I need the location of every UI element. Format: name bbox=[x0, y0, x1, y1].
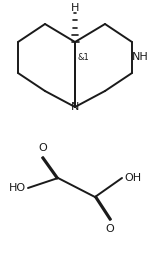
Text: O: O bbox=[106, 224, 114, 234]
Text: H: H bbox=[71, 3, 79, 13]
Text: &1: &1 bbox=[78, 53, 90, 62]
Text: OH: OH bbox=[124, 173, 141, 183]
Text: N: N bbox=[71, 102, 79, 112]
Text: NH: NH bbox=[132, 52, 149, 62]
Text: O: O bbox=[39, 143, 47, 153]
Text: HO: HO bbox=[9, 183, 26, 193]
